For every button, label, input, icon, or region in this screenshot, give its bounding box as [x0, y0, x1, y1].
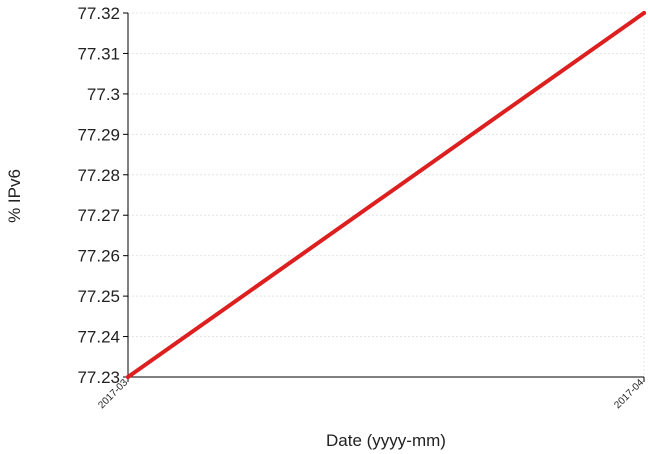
y-tick-label: 77.26 [77, 247, 120, 266]
x-axis-label: Date (yyyy-mm) [326, 431, 446, 450]
y-tick-label: 77.28 [77, 166, 120, 185]
x-tick-labels: 2017-03 2017-04 [96, 377, 646, 411]
data-point [642, 11, 646, 15]
data-point [126, 375, 130, 379]
y-tick-label: 77.27 [77, 206, 120, 225]
y-axis-label: % IPv6 [5, 169, 24, 223]
axes [123, 12, 645, 382]
series-lines [126, 11, 646, 379]
x-tick-label: 2017-04 [612, 377, 646, 411]
y-tick-label: 77.23 [77, 368, 120, 387]
y-tick-label: 77.32 [77, 4, 120, 23]
y-tick-labels: 77.23 77.24 77.25 77.26 77.27 77.28 77.29 77.3 7… [77, 4, 120, 387]
y-tick-label: 77.24 [77, 328, 120, 347]
y-tick-label: 77.29 [77, 125, 120, 144]
y-tick-label: 77.25 [77, 287, 120, 306]
series-line [126, 11, 646, 379]
y-tick-label: 77.3 [87, 85, 120, 104]
y-tick-label: 77.31 [77, 44, 120, 63]
